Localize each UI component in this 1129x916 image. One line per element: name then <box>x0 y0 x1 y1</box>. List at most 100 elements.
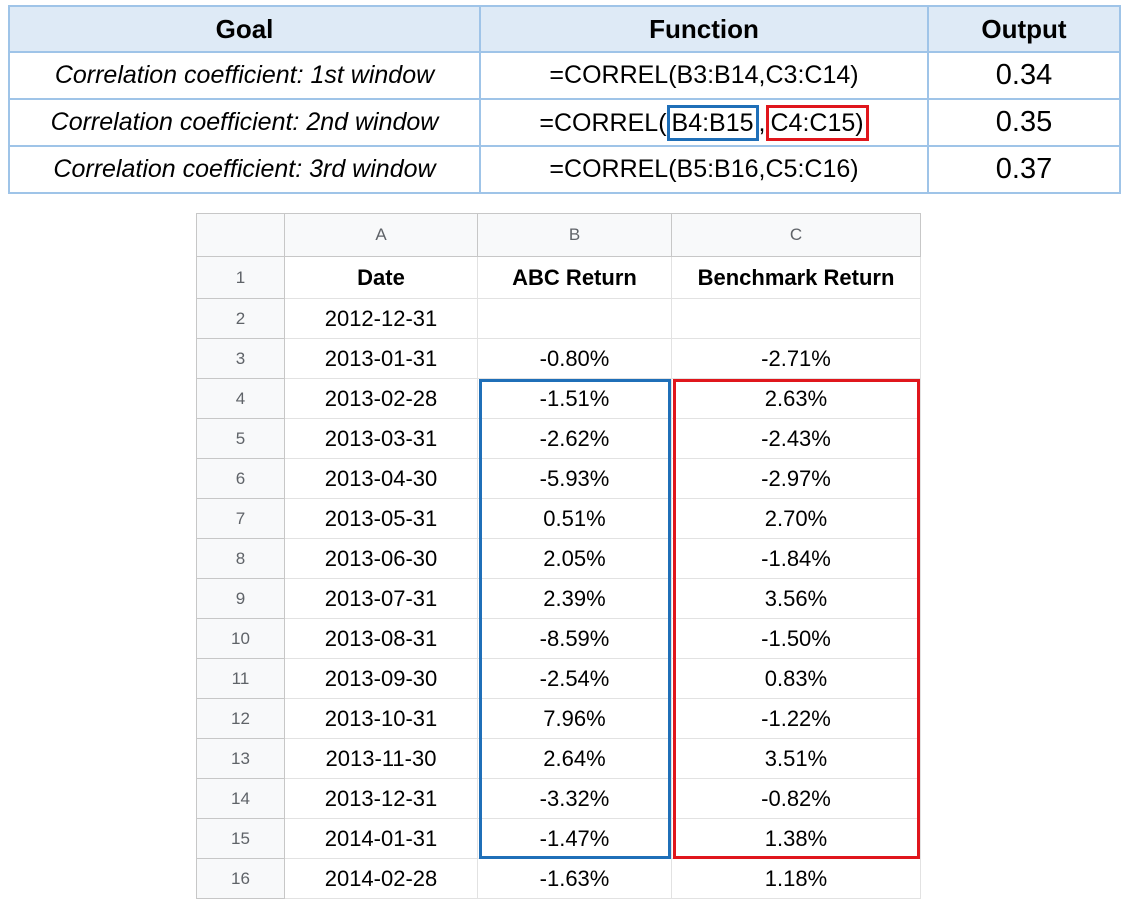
goal-cell: Correlation coefficient: 3rd window <box>8 145 481 194</box>
cell-date[interactable]: 2012-12-31 <box>284 298 478 339</box>
summary-row: Correlation coefficient: 1st window =COR… <box>8 51 1121 100</box>
table-row: 6 2013-04-30 -5.93% -2.97% <box>196 458 921 499</box>
cell-date[interactable]: 2013-12-31 <box>284 778 478 819</box>
cell-benchmark-return[interactable]: -2.43% <box>671 418 921 459</box>
cell-benchmark-return[interactable]: -1.22% <box>671 698 921 739</box>
cell-date[interactable]: 2013-03-31 <box>284 418 478 459</box>
cell-benchmark-return[interactable]: 1.18% <box>671 858 921 899</box>
cell-abc-return[interactable]: -0.80% <box>477 338 672 379</box>
table-row: 7 2013-05-31 0.51% 2.70% <box>196 498 921 539</box>
row-number[interactable]: 16 <box>196 858 285 899</box>
cell-abc-return[interactable]: -1.51% <box>477 378 672 419</box>
row-number[interactable]: 9 <box>196 578 285 619</box>
cell-benchmark-return[interactable]: -2.97% <box>671 458 921 499</box>
function-prefix: =CORREL( <box>539 108 667 137</box>
goal-header: Goal <box>8 5 481 53</box>
column-header-b[interactable]: B <box>477 213 672 257</box>
cell-date[interactable]: 2013-02-28 <box>284 378 478 419</box>
row-number[interactable]: 13 <box>196 738 285 779</box>
cell-abc-return[interactable] <box>477 298 672 339</box>
cell-abc-return[interactable]: 2.05% <box>477 538 672 579</box>
cell-date[interactable]: 2013-09-30 <box>284 658 478 699</box>
function-header: Function <box>479 5 929 53</box>
column-header-row: A B C <box>196 213 921 257</box>
cell-benchmark-return[interactable] <box>671 298 921 339</box>
cell-benchmark-return[interactable]: 2.63% <box>671 378 921 419</box>
select-all-corner[interactable] <box>196 213 285 257</box>
cell-benchmark-return[interactable]: -2.71% <box>671 338 921 379</box>
column-header-a[interactable]: A <box>284 213 478 257</box>
cell-benchmark-return[interactable]: 0.83% <box>671 658 921 699</box>
row-number[interactable]: 15 <box>196 818 285 859</box>
cell-date[interactable]: 2013-10-31 <box>284 698 478 739</box>
row-number[interactable]: 6 <box>196 458 285 499</box>
row-number[interactable]: 1 <box>196 256 285 299</box>
cell-benchmark-return[interactable]: 3.51% <box>671 738 921 779</box>
cell-date[interactable]: 2014-02-28 <box>284 858 478 899</box>
cell-date[interactable]: 2013-07-31 <box>284 578 478 619</box>
goal-cell: Correlation coefficient: 1st window <box>8 51 481 100</box>
cell-benchmark-return[interactable]: 2.70% <box>671 498 921 539</box>
function-cell: =CORREL(B3:B14,C3:C14) <box>479 51 929 100</box>
row-number[interactable]: 2 <box>196 298 285 339</box>
function-cell: =CORREL(B4:B15, C4:C15) <box>479 98 929 147</box>
cell-date[interactable]: 2013-05-31 <box>284 498 478 539</box>
table-row: 3 2013-01-31 -0.80% -2.71% <box>196 338 921 379</box>
cell-abc-return[interactable]: -1.63% <box>477 858 672 899</box>
row-number[interactable]: 5 <box>196 418 285 459</box>
cell-date[interactable]: 2014-01-31 <box>284 818 478 859</box>
cell-abc-return[interactable]: 2.39% <box>477 578 672 619</box>
table-row: 15 2014-01-31 -1.47% 1.38% <box>196 818 921 859</box>
cell-abc-return[interactable]: -5.93% <box>477 458 672 499</box>
table-row: 2 2012-12-31 <box>196 298 921 339</box>
cell-abc-return[interactable]: 7.96% <box>477 698 672 739</box>
function-cell: =CORREL(B5:B16,C5:C16) <box>479 145 929 194</box>
row-number[interactable]: 7 <box>196 498 285 539</box>
spreadsheet: A B C 1 Date ABC Return Benchmark Return… <box>196 213 921 916</box>
cell-date[interactable]: 2013-06-30 <box>284 538 478 579</box>
output-cell: 0.35 <box>927 98 1121 147</box>
table-row: 16 2014-02-28 -1.63% 1.18% <box>196 858 921 899</box>
cell-benchmark-return[interactable]: 3.56% <box>671 578 921 619</box>
cell-benchmark-return[interactable]: 1.38% <box>671 818 921 859</box>
row-number[interactable]: 12 <box>196 698 285 739</box>
cell-abc-return[interactable]: -2.62% <box>477 418 672 459</box>
abc-range-highlight: B4:B15 <box>666 104 759 141</box>
cell-abc-return[interactable]: -8.59% <box>477 618 672 659</box>
table-row: 8 2013-06-30 2.05% -1.84% <box>196 538 921 579</box>
table-row: 9 2013-07-31 2.39% 3.56% <box>196 578 921 619</box>
table-row: 4 2013-02-28 -1.51% 2.63% <box>196 378 921 419</box>
cell-benchmark-return-header[interactable]: Benchmark Return <box>671 256 921 299</box>
cell-date[interactable]: 2013-04-30 <box>284 458 478 499</box>
cell-benchmark-return[interactable]: -0.82% <box>671 778 921 819</box>
row-number[interactable]: 8 <box>196 538 285 579</box>
row-number[interactable]: 14 <box>196 778 285 819</box>
row-number[interactable]: 10 <box>196 618 285 659</box>
cell-abc-return[interactable]: -1.47% <box>477 818 672 859</box>
summary-row: Correlation coefficient: 3rd window =COR… <box>8 145 1121 194</box>
benchmark-range-highlight: C4:C15) <box>765 104 869 141</box>
cell-date[interactable]: 2013-01-31 <box>284 338 478 379</box>
cell-benchmark-return[interactable]: -1.50% <box>671 618 921 659</box>
cell-date[interactable]: 2013-08-31 <box>284 618 478 659</box>
row-number[interactable]: 11 <box>196 658 285 699</box>
row-number[interactable]: 3 <box>196 338 285 379</box>
table-row: 14 2013-12-31 -3.32% -0.82% <box>196 778 921 819</box>
row-number[interactable]: 4 <box>196 378 285 419</box>
spreadsheet-grid: A B C 1 Date ABC Return Benchmark Return… <box>196 213 921 899</box>
cell-abc-return[interactable]: 0.51% <box>477 498 672 539</box>
table-row: 12 2013-10-31 7.96% -1.22% <box>196 698 921 739</box>
cell-abc-return[interactable]: 2.64% <box>477 738 672 779</box>
table-row: 11 2013-09-30 -2.54% 0.83% <box>196 658 921 699</box>
cell-abc-return[interactable]: -3.32% <box>477 778 672 819</box>
cell-abc-return[interactable]: -2.54% <box>477 658 672 699</box>
cell-date-header[interactable]: Date <box>284 256 478 299</box>
cell-abc-return-header[interactable]: ABC Return <box>477 256 672 299</box>
output-cell: 0.34 <box>927 51 1121 100</box>
cell-benchmark-return[interactable]: -1.84% <box>671 538 921 579</box>
cell-date[interactable]: 2013-11-30 <box>284 738 478 779</box>
table-row: 5 2013-03-31 -2.62% -2.43% <box>196 418 921 459</box>
function-suffix: ) <box>855 108 864 137</box>
output-cell: 0.37 <box>927 145 1121 194</box>
column-header-c[interactable]: C <box>671 213 921 257</box>
